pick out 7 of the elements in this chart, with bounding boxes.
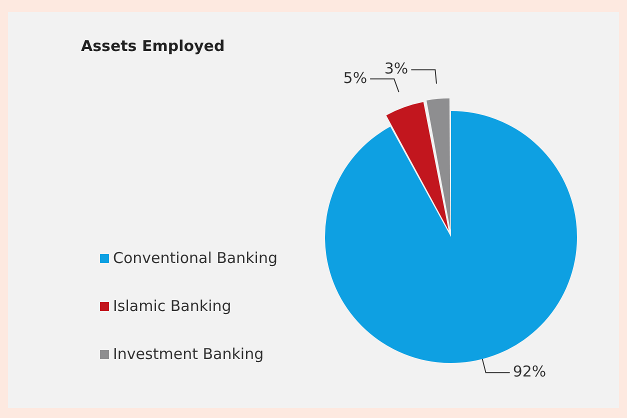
legend-label: Islamic Banking bbox=[113, 297, 232, 315]
data-label: 92% bbox=[512, 362, 546, 380]
legend-label: Investment Banking bbox=[113, 345, 264, 363]
data-label: 3% bbox=[384, 60, 408, 78]
legend-label: Conventional Banking bbox=[113, 249, 278, 267]
chart-title: Assets Employed bbox=[81, 37, 225, 55]
data-label: 5% bbox=[343, 68, 368, 87]
